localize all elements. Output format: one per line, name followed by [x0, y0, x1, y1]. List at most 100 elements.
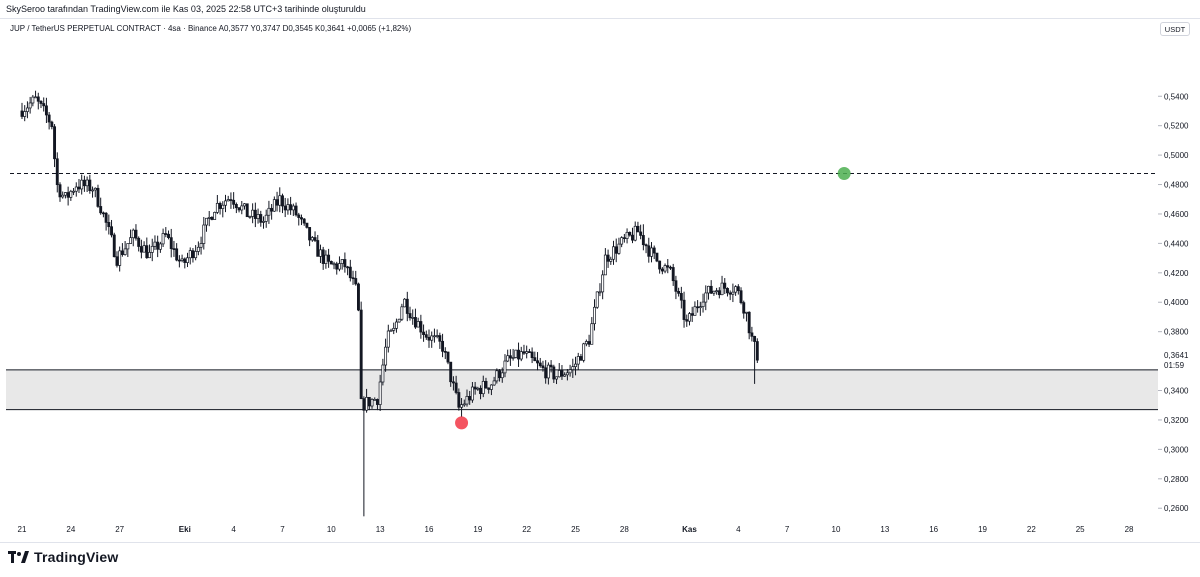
- candle-down: [669, 266, 672, 269]
- candle-up: [207, 217, 211, 219]
- x-tick-label: 13: [376, 525, 385, 534]
- candle-down: [169, 237, 173, 249]
- x-tick-label: 19: [473, 525, 482, 534]
- candle-up: [565, 372, 569, 376]
- candle-down: [39, 100, 43, 104]
- candle-down: [405, 298, 409, 314]
- candle-down: [348, 266, 352, 279]
- candle-up: [707, 285, 710, 294]
- x-tick-label: 25: [571, 525, 580, 534]
- candle-down: [294, 205, 298, 216]
- candle-down: [655, 252, 659, 262]
- candle-up: [381, 364, 385, 383]
- candle-up: [609, 258, 613, 262]
- candle-down: [156, 241, 160, 250]
- candle-up: [432, 335, 436, 338]
- candle-up: [693, 306, 697, 316]
- x-tick-label: 19: [978, 525, 987, 534]
- candle-down: [20, 110, 24, 117]
- candle-up: [511, 357, 515, 359]
- tradingview-logo-icon: [8, 551, 29, 563]
- candle-down: [313, 237, 317, 241]
- candle-up: [240, 205, 244, 211]
- x-tick-label: 27: [115, 525, 124, 534]
- candle-up: [264, 214, 268, 222]
- candle-down: [473, 386, 477, 390]
- candle-up: [34, 96, 38, 99]
- candle-up: [186, 257, 189, 263]
- candle-up: [416, 321, 420, 328]
- candle-up: [576, 356, 580, 365]
- candle-down: [305, 222, 309, 228]
- candle-up: [338, 263, 341, 270]
- candle-down: [343, 259, 347, 268]
- candle-down: [424, 334, 428, 338]
- price-chart[interactable]: 0,5400 0,5200 0,5000 0,4800 0,4600 0,4400 0,42…: [0, 0, 1200, 545]
- candle-up: [340, 259, 344, 264]
- candle-up: [470, 386, 474, 401]
- candle-down: [354, 278, 358, 285]
- candle-down: [449, 361, 453, 383]
- candle-down: [682, 299, 686, 320]
- candle-up: [546, 364, 550, 379]
- x-tick-label: 13: [880, 525, 889, 534]
- candle-up: [256, 214, 260, 219]
- candle-up: [411, 317, 415, 319]
- candle-down: [631, 234, 634, 241]
- candle-down: [641, 235, 645, 246]
- red-marker[interactable]: [455, 416, 469, 430]
- candle-up: [69, 190, 73, 198]
- candle-up: [720, 282, 724, 296]
- candle-up: [291, 205, 295, 211]
- y-tick-label: 0,3000: [1164, 445, 1189, 454]
- candle-up: [584, 341, 588, 345]
- candle-down: [639, 231, 643, 236]
- candle-up: [392, 327, 396, 331]
- candle-up: [262, 221, 265, 223]
- candle-up: [519, 351, 523, 360]
- candle-down: [112, 234, 116, 258]
- candle-up: [384, 346, 388, 366]
- candle-down: [552, 366, 556, 380]
- x-tick-label: 7: [280, 525, 285, 534]
- currency-button[interactable]: USDT: [1160, 22, 1190, 36]
- y-tick-label: 0,5400: [1164, 92, 1189, 101]
- candle-up: [324, 254, 328, 264]
- candle-up: [489, 384, 493, 390]
- candle-down: [302, 218, 306, 224]
- countdown-label: 01:59: [1164, 361, 1185, 370]
- y-tick-label: 0,4000: [1164, 298, 1189, 307]
- green-marker[interactable]: [837, 167, 851, 180]
- support-zone[interactable]: [6, 369, 1158, 410]
- candle-up: [199, 243, 203, 248]
- y-tick-label: 0,3800: [1164, 328, 1189, 337]
- candle-down: [316, 240, 320, 257]
- candle-up: [460, 404, 464, 408]
- candle-up: [74, 186, 78, 192]
- candle-down: [422, 331, 426, 335]
- candle-down: [419, 321, 423, 333]
- candle-up: [31, 96, 35, 104]
- candle-up: [28, 102, 32, 109]
- candle-up: [593, 306, 596, 325]
- candle-down: [536, 360, 539, 364]
- candle-up: [243, 203, 246, 207]
- candle-up: [492, 380, 496, 386]
- candle-down: [674, 280, 678, 292]
- candle-down: [329, 261, 333, 265]
- candle-down: [191, 250, 195, 259]
- candle-down: [717, 290, 721, 296]
- candle-up: [603, 254, 607, 276]
- candle-up: [194, 251, 198, 259]
- candle-up: [555, 376, 558, 380]
- symbol-legend[interactable]: JUP / TetherUS PERPETUAL CONTRACT · 4sa …: [10, 24, 412, 33]
- candle-up: [506, 355, 510, 362]
- candle-down: [58, 184, 62, 198]
- candle-up: [590, 323, 594, 345]
- y-tick-label: 0,2600: [1164, 504, 1189, 513]
- candle-down: [614, 246, 618, 254]
- candle-up: [435, 335, 439, 337]
- candle-down: [55, 158, 59, 186]
- candle-down: [346, 266, 350, 269]
- x-tick-label: 10: [832, 525, 841, 534]
